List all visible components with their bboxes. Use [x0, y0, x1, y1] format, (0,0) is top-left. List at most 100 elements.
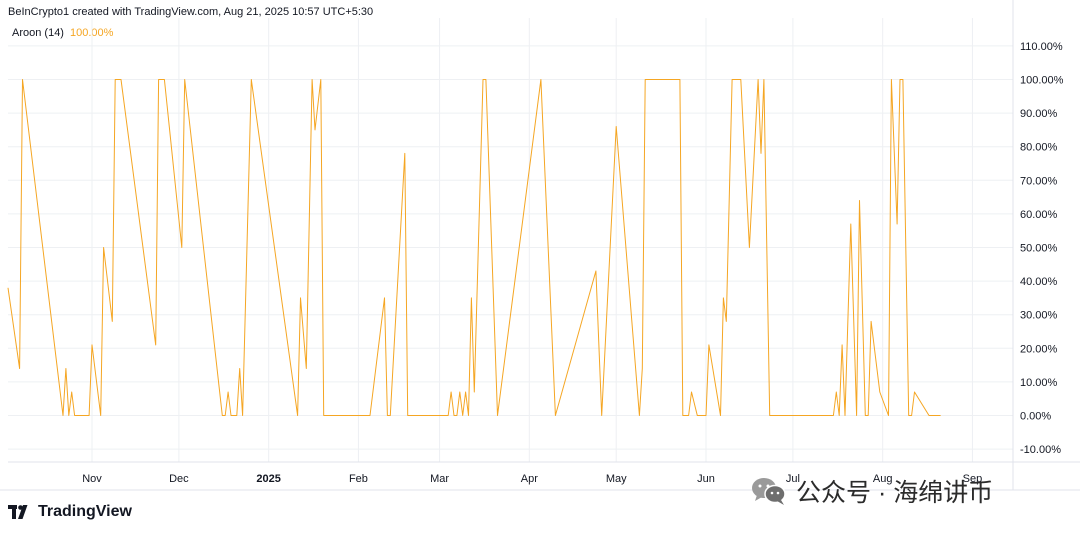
data-point [868, 415, 869, 416]
data-point [639, 415, 640, 416]
data-point [68, 415, 69, 416]
y-tick-label: 30.00% [1020, 310, 1058, 322]
x-tick-label: Mar [430, 473, 449, 485]
x-tick-label: 2025 [256, 473, 280, 485]
data-point [682, 415, 683, 416]
data-point [468, 415, 469, 416]
data-point [482, 79, 483, 80]
data-point [320, 79, 321, 80]
data-point [842, 344, 843, 345]
y-tick-label: 0.00% [1020, 411, 1051, 423]
data-point [891, 79, 892, 80]
data-point [228, 391, 229, 392]
data-point [934, 415, 935, 416]
data-point [836, 391, 837, 392]
data-point [705, 415, 706, 416]
data-point [297, 415, 298, 416]
wechat-icon [752, 478, 786, 505]
y-tick-label: 20.00% [1020, 343, 1058, 355]
data-point [731, 79, 732, 80]
data-point [723, 297, 724, 298]
data-point [821, 415, 822, 416]
data-point [164, 79, 165, 80]
data-point [888, 415, 889, 416]
data-point [720, 415, 721, 416]
data-point [451, 391, 452, 392]
data-point [91, 344, 92, 345]
data-point [763, 79, 764, 80]
y-tick-label: 10.00% [1020, 377, 1058, 389]
data-point [833, 415, 834, 416]
data-point [471, 297, 472, 298]
data-point [453, 415, 454, 416]
x-tick-label: Dec [169, 473, 189, 485]
data-point [540, 79, 541, 80]
x-tick-label: Feb [349, 473, 368, 485]
data-point [22, 79, 23, 80]
x-tick-label: Apr [521, 473, 538, 485]
data-point [184, 79, 185, 80]
x-tick-label: Nov [82, 473, 102, 485]
data-point [839, 415, 840, 416]
data-point [865, 415, 866, 416]
data-point [71, 391, 72, 392]
y-tick-label: 90.00% [1020, 108, 1058, 120]
x-tick-label: Aug [873, 473, 893, 485]
data-point [312, 79, 313, 80]
data-point [642, 368, 643, 369]
y-tick-label: 100.00% [1020, 75, 1064, 87]
data-point [928, 415, 929, 416]
data-point [859, 200, 860, 201]
data-point [456, 415, 457, 416]
data-point [251, 79, 252, 80]
data-point [897, 223, 898, 224]
data-point [879, 391, 880, 392]
data-point [242, 415, 243, 416]
data-point [407, 415, 408, 416]
data-point [19, 368, 20, 369]
data-point [908, 415, 909, 416]
y-tick-label: -10.00% [1020, 444, 1061, 456]
data-point [115, 79, 116, 80]
x-tick-label: May [606, 473, 627, 485]
data-point [100, 415, 101, 416]
data-point [940, 415, 941, 416]
y-tick-label: 110.00% [1020, 41, 1063, 53]
data-point [306, 368, 307, 369]
data-point [758, 79, 759, 80]
data-point [749, 247, 750, 248]
y-tick-label: 40.00% [1020, 276, 1058, 288]
data-point [155, 344, 156, 345]
data-point [387, 415, 388, 416]
data-point [844, 415, 845, 416]
data-point [369, 415, 370, 416]
data-point [595, 270, 596, 271]
data-point [77, 415, 78, 416]
data-point [314, 129, 315, 130]
y-tick-label: 70.00% [1020, 175, 1058, 187]
data-point [158, 79, 159, 80]
data-point [462, 415, 463, 416]
indicator-name: Aroon (14) [12, 27, 64, 39]
data-point [225, 415, 226, 416]
data-point [222, 415, 223, 416]
data-point [616, 126, 617, 127]
tradingview-brand[interactable]: TradingView [8, 503, 132, 521]
data-point [601, 415, 602, 416]
data-point [465, 391, 466, 392]
watermark-text: 公众号 · 海绵讲币 [796, 479, 994, 507]
data-point [7, 287, 8, 288]
data-point [448, 415, 449, 416]
data-point [323, 415, 324, 416]
data-point [740, 79, 741, 80]
aroon-series-line [7, 79, 941, 416]
x-tick-label: Jun [697, 473, 715, 485]
data-point [856, 415, 857, 416]
data-point [697, 415, 698, 416]
data-point [390, 415, 391, 416]
y-tick-label: 50.00% [1020, 243, 1058, 255]
data-point [769, 415, 770, 416]
data-point [850, 223, 851, 224]
data-point [236, 415, 237, 416]
